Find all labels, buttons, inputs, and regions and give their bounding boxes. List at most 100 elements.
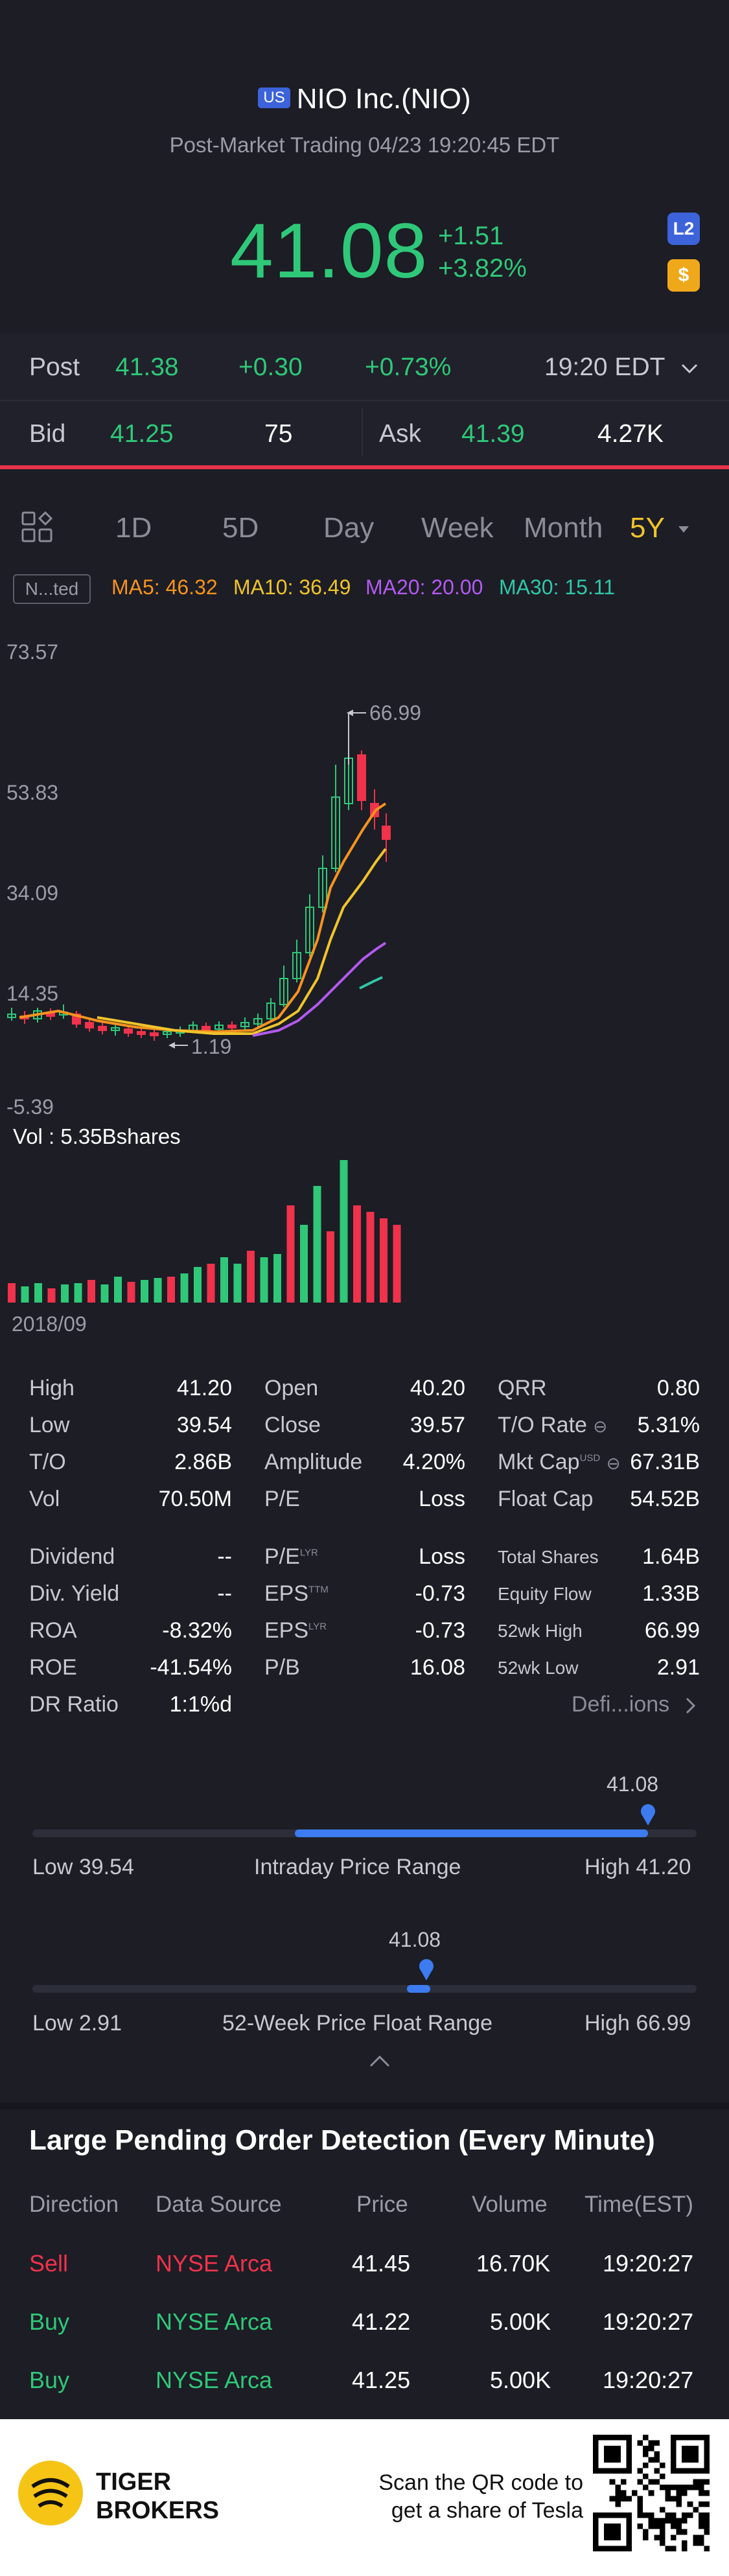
volume-bar: [260, 1257, 268, 1303]
range-high: High 66.99: [584, 2011, 691, 2036]
market-status: Post-Market Trading 04/23 19:20:45 EDT: [169, 133, 560, 157]
volume-bar: [154, 1278, 162, 1303]
stat-value: 2.91: [656, 1655, 700, 1680]
volume-bar: [353, 1205, 361, 1303]
candle-body: [202, 1026, 211, 1031]
stat-label: T/O: [29, 1450, 66, 1474]
ask-price: 41.39: [461, 420, 525, 448]
info-icon[interactable]: ⊖: [593, 1417, 608, 1436]
stat-value: 41.20: [176, 1376, 232, 1400]
promo-text: Scan the QR code to get a share of Tesla: [363, 2469, 583, 2525]
volume-bar: [61, 1284, 69, 1303]
stat-sup: LYR: [308, 1621, 327, 1632]
stat-label: Float Cap: [498, 1487, 594, 1511]
volume-label: Vol : 5.35Bshares: [13, 1124, 181, 1148]
ma5-line: [19, 802, 387, 1034]
order-source: NYSE Arca: [156, 2308, 273, 2335]
stat-label: Low: [29, 1413, 70, 1437]
stat-value: -8.32%: [162, 1618, 232, 1643]
tab-5d[interactable]: 5D: [222, 512, 259, 544]
definitions-link[interactable]: Defi...ions: [572, 1692, 697, 1717]
stat-value: 66.99: [644, 1618, 700, 1643]
low-marker-label: 1.19: [191, 1035, 232, 1058]
candle-body: [98, 1026, 107, 1031]
tab-day[interactable]: Day: [323, 512, 375, 544]
currency-sup: USD: [579, 1452, 601, 1464]
brand-name: TIGER BROKERS: [96, 2468, 219, 2525]
bid-price: 41.25: [110, 420, 174, 448]
stat-value: --: [217, 1581, 232, 1606]
stat-label: Div. Yield: [29, 1581, 120, 1606]
post-change: +0.30: [238, 353, 303, 381]
volume-bar: [114, 1277, 122, 1303]
stat-label: Equity Flow: [498, 1584, 592, 1604]
y-axis-label: 73.57: [6, 640, 59, 664]
accent-line: [0, 465, 729, 469]
stat-value: 1:1%d: [169, 1692, 232, 1717]
chevron-right-icon: [686, 1697, 695, 1714]
range-track: [32, 1985, 697, 1993]
stat-value: 5.31%: [637, 1413, 700, 1437]
stat-value: 54.52B: [630, 1487, 700, 1511]
ask-label: Ask: [379, 420, 422, 448]
stat-value: 39.54: [176, 1413, 232, 1437]
volume-bar: [247, 1251, 255, 1303]
range-low: Low 2.91: [32, 2011, 122, 2036]
layout-grid-icon[interactable]: [21, 511, 54, 544]
section-divider: [0, 2103, 729, 2109]
collapse-chevron-up-icon[interactable]: [368, 2054, 391, 2069]
tab-1d[interactable]: 1D: [115, 512, 152, 544]
level2-icon[interactable]: L2: [667, 213, 700, 245]
tab-5y[interactable]: 5Y: [630, 512, 690, 544]
price-change: +1.51: [438, 222, 504, 250]
y-axis-label: 34.09: [6, 881, 59, 905]
range-fill: [295, 1829, 648, 1837]
stat-value: -0.73: [415, 1618, 466, 1643]
stat-label-text: EPS: [264, 1581, 309, 1606]
range-high: High 41.20: [584, 1855, 691, 1879]
range-title: Intraday Price Range: [254, 1855, 461, 1879]
qr-code[interactable]: [593, 2435, 710, 2551]
tab-month[interactable]: Month: [524, 512, 603, 544]
divider: [362, 408, 363, 457]
stat-value: -41.54%: [150, 1655, 232, 1680]
candle-body: [305, 907, 314, 953]
stat-value: Loss: [419, 1544, 465, 1569]
stat-label: High: [29, 1376, 75, 1400]
candle-body: [227, 1025, 237, 1028]
dollar-icon[interactable]: $: [667, 259, 700, 292]
volume-bar: [340, 1160, 348, 1303]
post-time-selector[interactable]: 19:20 EDT: [544, 353, 699, 382]
stat-label: EPSLYR: [264, 1618, 327, 1643]
candle-body: [382, 826, 391, 840]
range-marker-pin-icon: [641, 1804, 655, 1826]
order-time: 19:20:27: [603, 2250, 694, 2277]
volume-bar: [47, 1288, 56, 1303]
range-fill: [407, 1985, 430, 1993]
volume-bar: [366, 1212, 375, 1303]
adjust-mode-button[interactable]: N...ted: [13, 574, 91, 604]
stock-name: NIO Inc.(NIO): [296, 83, 471, 115]
volume-bar: [141, 1280, 148, 1303]
ma30-value: MA30: 15.11: [499, 575, 616, 599]
tiger-logo-icon: [18, 2461, 83, 2525]
ma20-value: MA20: 20.00: [365, 575, 483, 599]
candle-body: [124, 1028, 133, 1034]
quote-panel: [0, 334, 729, 470]
tab-week[interactable]: Week: [421, 512, 494, 544]
volume-bar: [393, 1225, 401, 1303]
bid-label: Bid: [29, 420, 66, 448]
candle-body: [163, 1031, 172, 1035]
stat-value: 40.20: [410, 1376, 465, 1400]
volume-bar: [327, 1231, 334, 1303]
volume-bar: [300, 1225, 308, 1303]
stat-label: ROA: [29, 1618, 77, 1643]
order-time: 19:20:27: [603, 2367, 694, 2393]
stat-value: Loss: [419, 1487, 465, 1511]
candle-body: [85, 1022, 94, 1028]
stat-value: -0.73: [415, 1581, 466, 1606]
stat-label: T/O Rate ⊖: [498, 1413, 607, 1438]
price-chart[interactable]: [0, 616, 729, 1341]
candle-body: [279, 978, 288, 1005]
info-icon[interactable]: ⊖: [606, 1454, 621, 1473]
